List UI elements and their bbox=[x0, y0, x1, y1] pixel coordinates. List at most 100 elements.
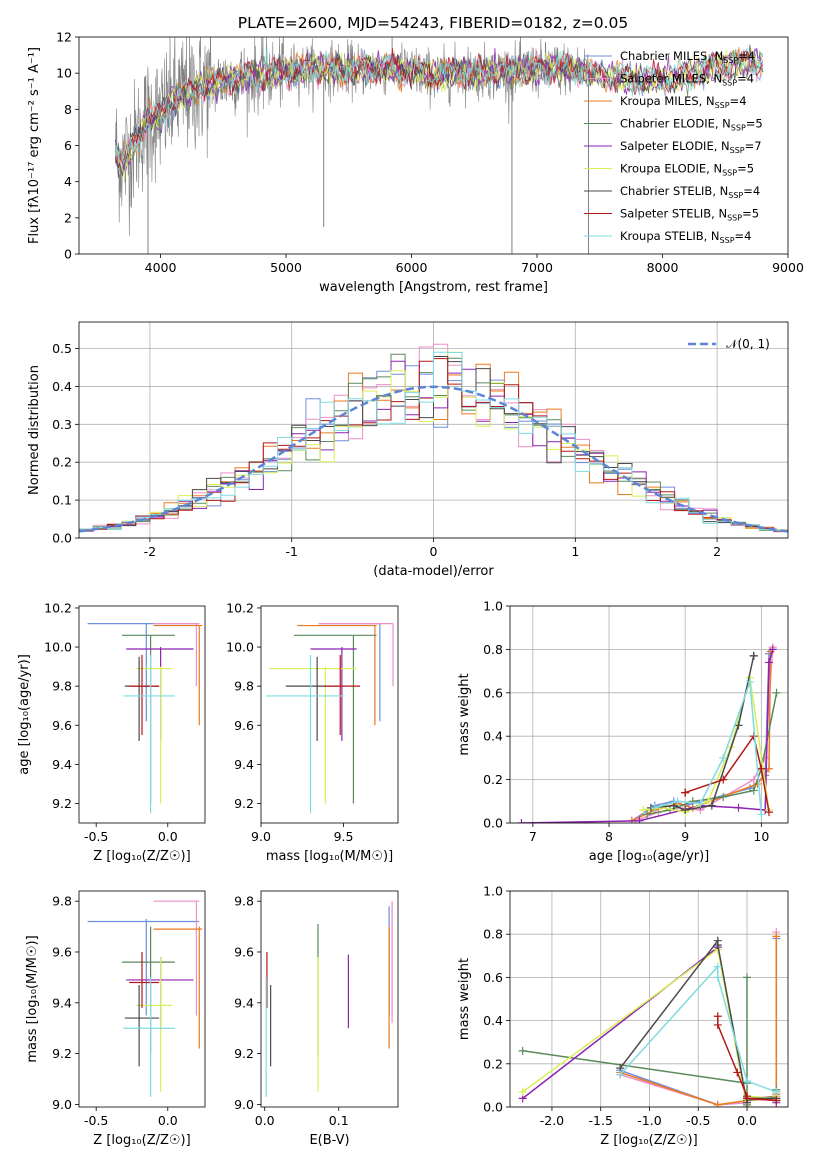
x-axis-label: E(B-V) bbox=[309, 1133, 349, 1148]
y-tick-label: 9.4 bbox=[52, 757, 72, 772]
legend-entry: Salpeter STELIB, NSSP=5 bbox=[620, 207, 759, 223]
x-tick-label: 2 bbox=[713, 544, 721, 559]
normal-reference-curve bbox=[79, 385, 788, 533]
sfh-marker bbox=[745, 677, 754, 686]
y-tick-label: 10.2 bbox=[44, 600, 72, 615]
y-tick-label: 0.2 bbox=[483, 772, 503, 787]
x-tick-label: -0.5 bbox=[84, 829, 108, 844]
legend-name: Chabrier MILES bbox=[620, 49, 707, 63]
sfh-marker bbox=[713, 1100, 722, 1107]
legend-nssp-prefix: , N bbox=[699, 94, 715, 108]
x-tick-label: -2 bbox=[144, 544, 156, 559]
y-tick-label: 12 bbox=[56, 30, 72, 45]
legend-entry: Kroupa MILES, NSSP=4 bbox=[620, 94, 747, 110]
legend-nssp-prefix: , N bbox=[704, 229, 720, 243]
x-tick-label: 0.0 bbox=[737, 1113, 757, 1128]
legend-entry: Salpeter ELODIE, NSSP=7 bbox=[620, 139, 762, 155]
x-tick-label: 0.0 bbox=[255, 1113, 275, 1128]
y-tick-label: 0.2 bbox=[483, 1056, 503, 1071]
y-tick-label: 0 bbox=[64, 247, 72, 262]
legend-name: Chabrier STELIB bbox=[620, 184, 712, 198]
sfh-marker bbox=[757, 764, 766, 773]
sfh-marker bbox=[749, 786, 758, 795]
legend-nssp-value: 5 bbox=[755, 117, 762, 131]
x-axis-label: mass [log₁₀(M/M☉)] bbox=[266, 849, 393, 864]
model-spectrum-line bbox=[115, 48, 764, 165]
y-axis-label: mass weight bbox=[457, 958, 472, 1040]
legend-entry: Chabrier STELIB, NSSP=4 bbox=[620, 184, 760, 200]
legend-nssp-eq: = bbox=[735, 229, 745, 243]
y-tick-label: 1.0 bbox=[483, 884, 503, 899]
y-tick-label: 0.2 bbox=[52, 455, 72, 470]
sfh-marker bbox=[713, 1012, 722, 1021]
y-tick-label: 10.0 bbox=[44, 640, 72, 655]
plot-frame bbox=[260, 890, 399, 1108]
legend-nssp-eq: = bbox=[742, 207, 752, 221]
y-axis-label: age [log₁₀(age/yr)] bbox=[17, 654, 32, 775]
legend-nssp-sub: SSP bbox=[728, 191, 743, 200]
sfh-marker bbox=[518, 1046, 527, 1055]
legend-nssp-sub: SSP bbox=[720, 236, 735, 245]
spectrum-group bbox=[115, 37, 764, 254]
y-tick-label: 9.6 bbox=[234, 718, 254, 733]
legend-name: Kroupa ELODIE bbox=[620, 162, 706, 176]
plot-frame bbox=[260, 605, 399, 824]
sfh-marker bbox=[643, 810, 652, 819]
y-tick-label: 9.8 bbox=[52, 894, 72, 909]
y-tick-label: 9.8 bbox=[234, 679, 254, 694]
x-tick-label: 8000 bbox=[647, 260, 679, 275]
sfh-marker bbox=[761, 753, 770, 762]
y-tick-label: 0.8 bbox=[483, 642, 503, 657]
y-tick-label: 9.0 bbox=[52, 1097, 72, 1112]
y-tick-label: 9.6 bbox=[52, 718, 72, 733]
legend-entry: Kroupa STELIB, NSSP=4 bbox=[620, 229, 752, 245]
y-tick-label: 9.4 bbox=[52, 995, 72, 1010]
x-tick-label: 8 bbox=[605, 829, 613, 844]
y-tick-label: 9.2 bbox=[234, 796, 254, 811]
y-tick-label: 10 bbox=[56, 66, 72, 81]
y-tick-label: 0.6 bbox=[483, 970, 503, 985]
y-tick-label: 1.0 bbox=[483, 599, 503, 614]
model-spectrum-line bbox=[115, 44, 764, 178]
legend-entry: Kroupa ELODIE, NSSP=5 bbox=[620, 162, 754, 178]
errorbar-group bbox=[87, 900, 203, 1097]
legend-nssp-sub: SSP bbox=[715, 101, 730, 110]
x-tick-label: 4000 bbox=[145, 260, 177, 275]
sfh-marker bbox=[757, 810, 766, 819]
x-tick-label: 6000 bbox=[396, 260, 428, 275]
x-axis-label: Z [log₁₀(Z/Z☉)] bbox=[93, 849, 190, 864]
sfh-marker bbox=[772, 1087, 781, 1096]
y-tick-label: 9.2 bbox=[52, 1046, 72, 1061]
sfh-marker bbox=[749, 651, 758, 660]
x-tick-label: 0 bbox=[430, 544, 438, 559]
plot-frame bbox=[78, 605, 206, 824]
y-tick-label: 9.6 bbox=[234, 944, 254, 959]
legend-nssp-sub: SSP bbox=[727, 214, 742, 223]
y-tick-label: 9.6 bbox=[52, 944, 72, 959]
x-tick-label: -1.5 bbox=[589, 1113, 613, 1128]
x-axis-label: Z [log₁₀(Z/Z☉)] bbox=[600, 1133, 697, 1148]
y-tick-label: 9.8 bbox=[52, 679, 72, 694]
legend-entry: Chabrier MILES, NSSP=4 bbox=[620, 49, 755, 65]
sfh-marker bbox=[713, 962, 722, 971]
legend-nssp-sub: SSP bbox=[730, 146, 745, 155]
sfh-marker bbox=[616, 1070, 625, 1079]
legend-name: Kroupa STELIB bbox=[620, 229, 704, 243]
legend-name: Salpeter ELODIE bbox=[620, 139, 714, 153]
x-tick-label: 7000 bbox=[521, 260, 553, 275]
legend-nssp-value: 4 bbox=[753, 184, 760, 198]
y-tick-label: 9.0 bbox=[234, 1097, 254, 1112]
y-tick-label: 6 bbox=[64, 138, 72, 153]
sfh-marker bbox=[719, 775, 728, 784]
x-axis-label: wavelength [Angstrom, rest frame] bbox=[319, 280, 548, 295]
sfh-marker bbox=[635, 816, 644, 823]
sfh-marker bbox=[743, 1094, 752, 1103]
legend-nssp-sub: SSP bbox=[731, 124, 746, 133]
x-tick-label: -0.5 bbox=[686, 1113, 710, 1128]
sfh-group bbox=[518, 928, 781, 1107]
model-spectrum-line bbox=[115, 47, 764, 174]
x-tick-label: -1.0 bbox=[637, 1113, 661, 1128]
plot-frame bbox=[78, 36, 789, 255]
x-tick-label: 0.1 bbox=[329, 1113, 349, 1128]
sfh-marker bbox=[719, 792, 728, 801]
